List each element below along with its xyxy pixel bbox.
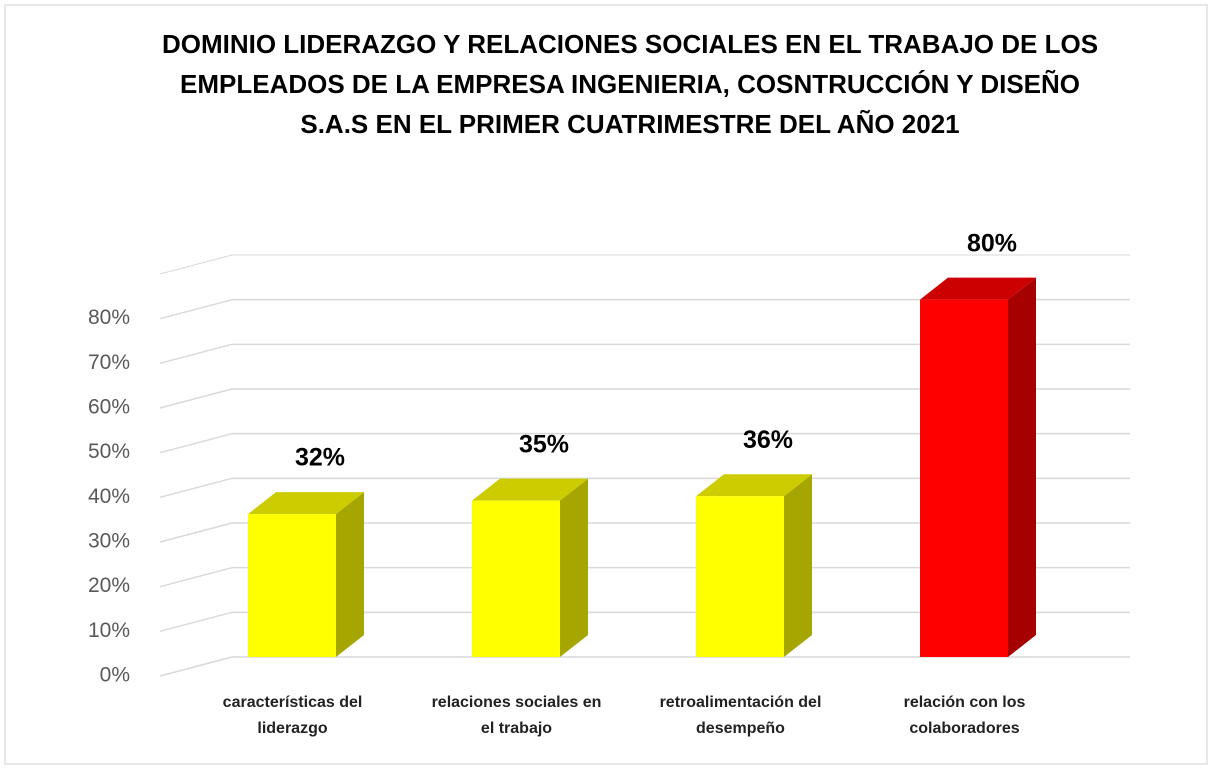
grid-line	[159, 432, 233, 454]
grid-line	[159, 566, 233, 588]
frame	[4, 4, 1208, 765]
bar-top	[920, 277, 1036, 300]
grid-line	[159, 388, 233, 409]
grid-line	[159, 477, 233, 499]
grid-line	[159, 343, 233, 365]
chart-title: DOMINIO LIDERAZGO Y RELACIONES SOCIALES …	[161, 29, 1099, 139]
bar	[920, 299, 1008, 657]
y-tick-label: 40%	[88, 485, 130, 508]
data-label: 32%	[295, 444, 345, 472]
bar-side	[784, 474, 812, 657]
grid-line	[159, 522, 233, 543]
grid-line	[159, 611, 233, 633]
data-label: 35%	[519, 430, 569, 458]
bar	[472, 500, 560, 657]
y-tick-label: 10%	[88, 619, 130, 642]
x-tick-label: relación con los colaboradores	[903, 694, 1026, 737]
y-tick-label: 30%	[88, 530, 130, 553]
y-tick-label: 60%	[88, 396, 130, 419]
bar-side	[560, 478, 588, 657]
bar-top	[472, 478, 588, 501]
y-tick-label: 80%	[88, 306, 130, 329]
y-tick-label: 70%	[88, 351, 130, 374]
bar-top	[696, 474, 812, 497]
grid-line	[159, 656, 233, 677]
y-tick-label: 50%	[88, 440, 130, 463]
x-tick-label: características del liderazgo	[222, 694, 363, 737]
y-tick-label: 0%	[100, 664, 130, 687]
x-tick-label: relaciones sociales en el trabajo	[431, 694, 602, 737]
wall-top	[159, 254, 233, 275]
bar	[248, 514, 336, 657]
bar	[696, 496, 784, 657]
bar-side	[1008, 277, 1036, 657]
y-tick-label: 20%	[88, 574, 130, 597]
grid-line	[159, 298, 233, 320]
data-label: 80%	[967, 229, 1017, 257]
x-tick-label: retroalimentación del desempeño	[659, 694, 822, 737]
data-label: 36%	[743, 426, 793, 454]
bar-side	[336, 492, 364, 657]
bar-top	[248, 492, 364, 515]
